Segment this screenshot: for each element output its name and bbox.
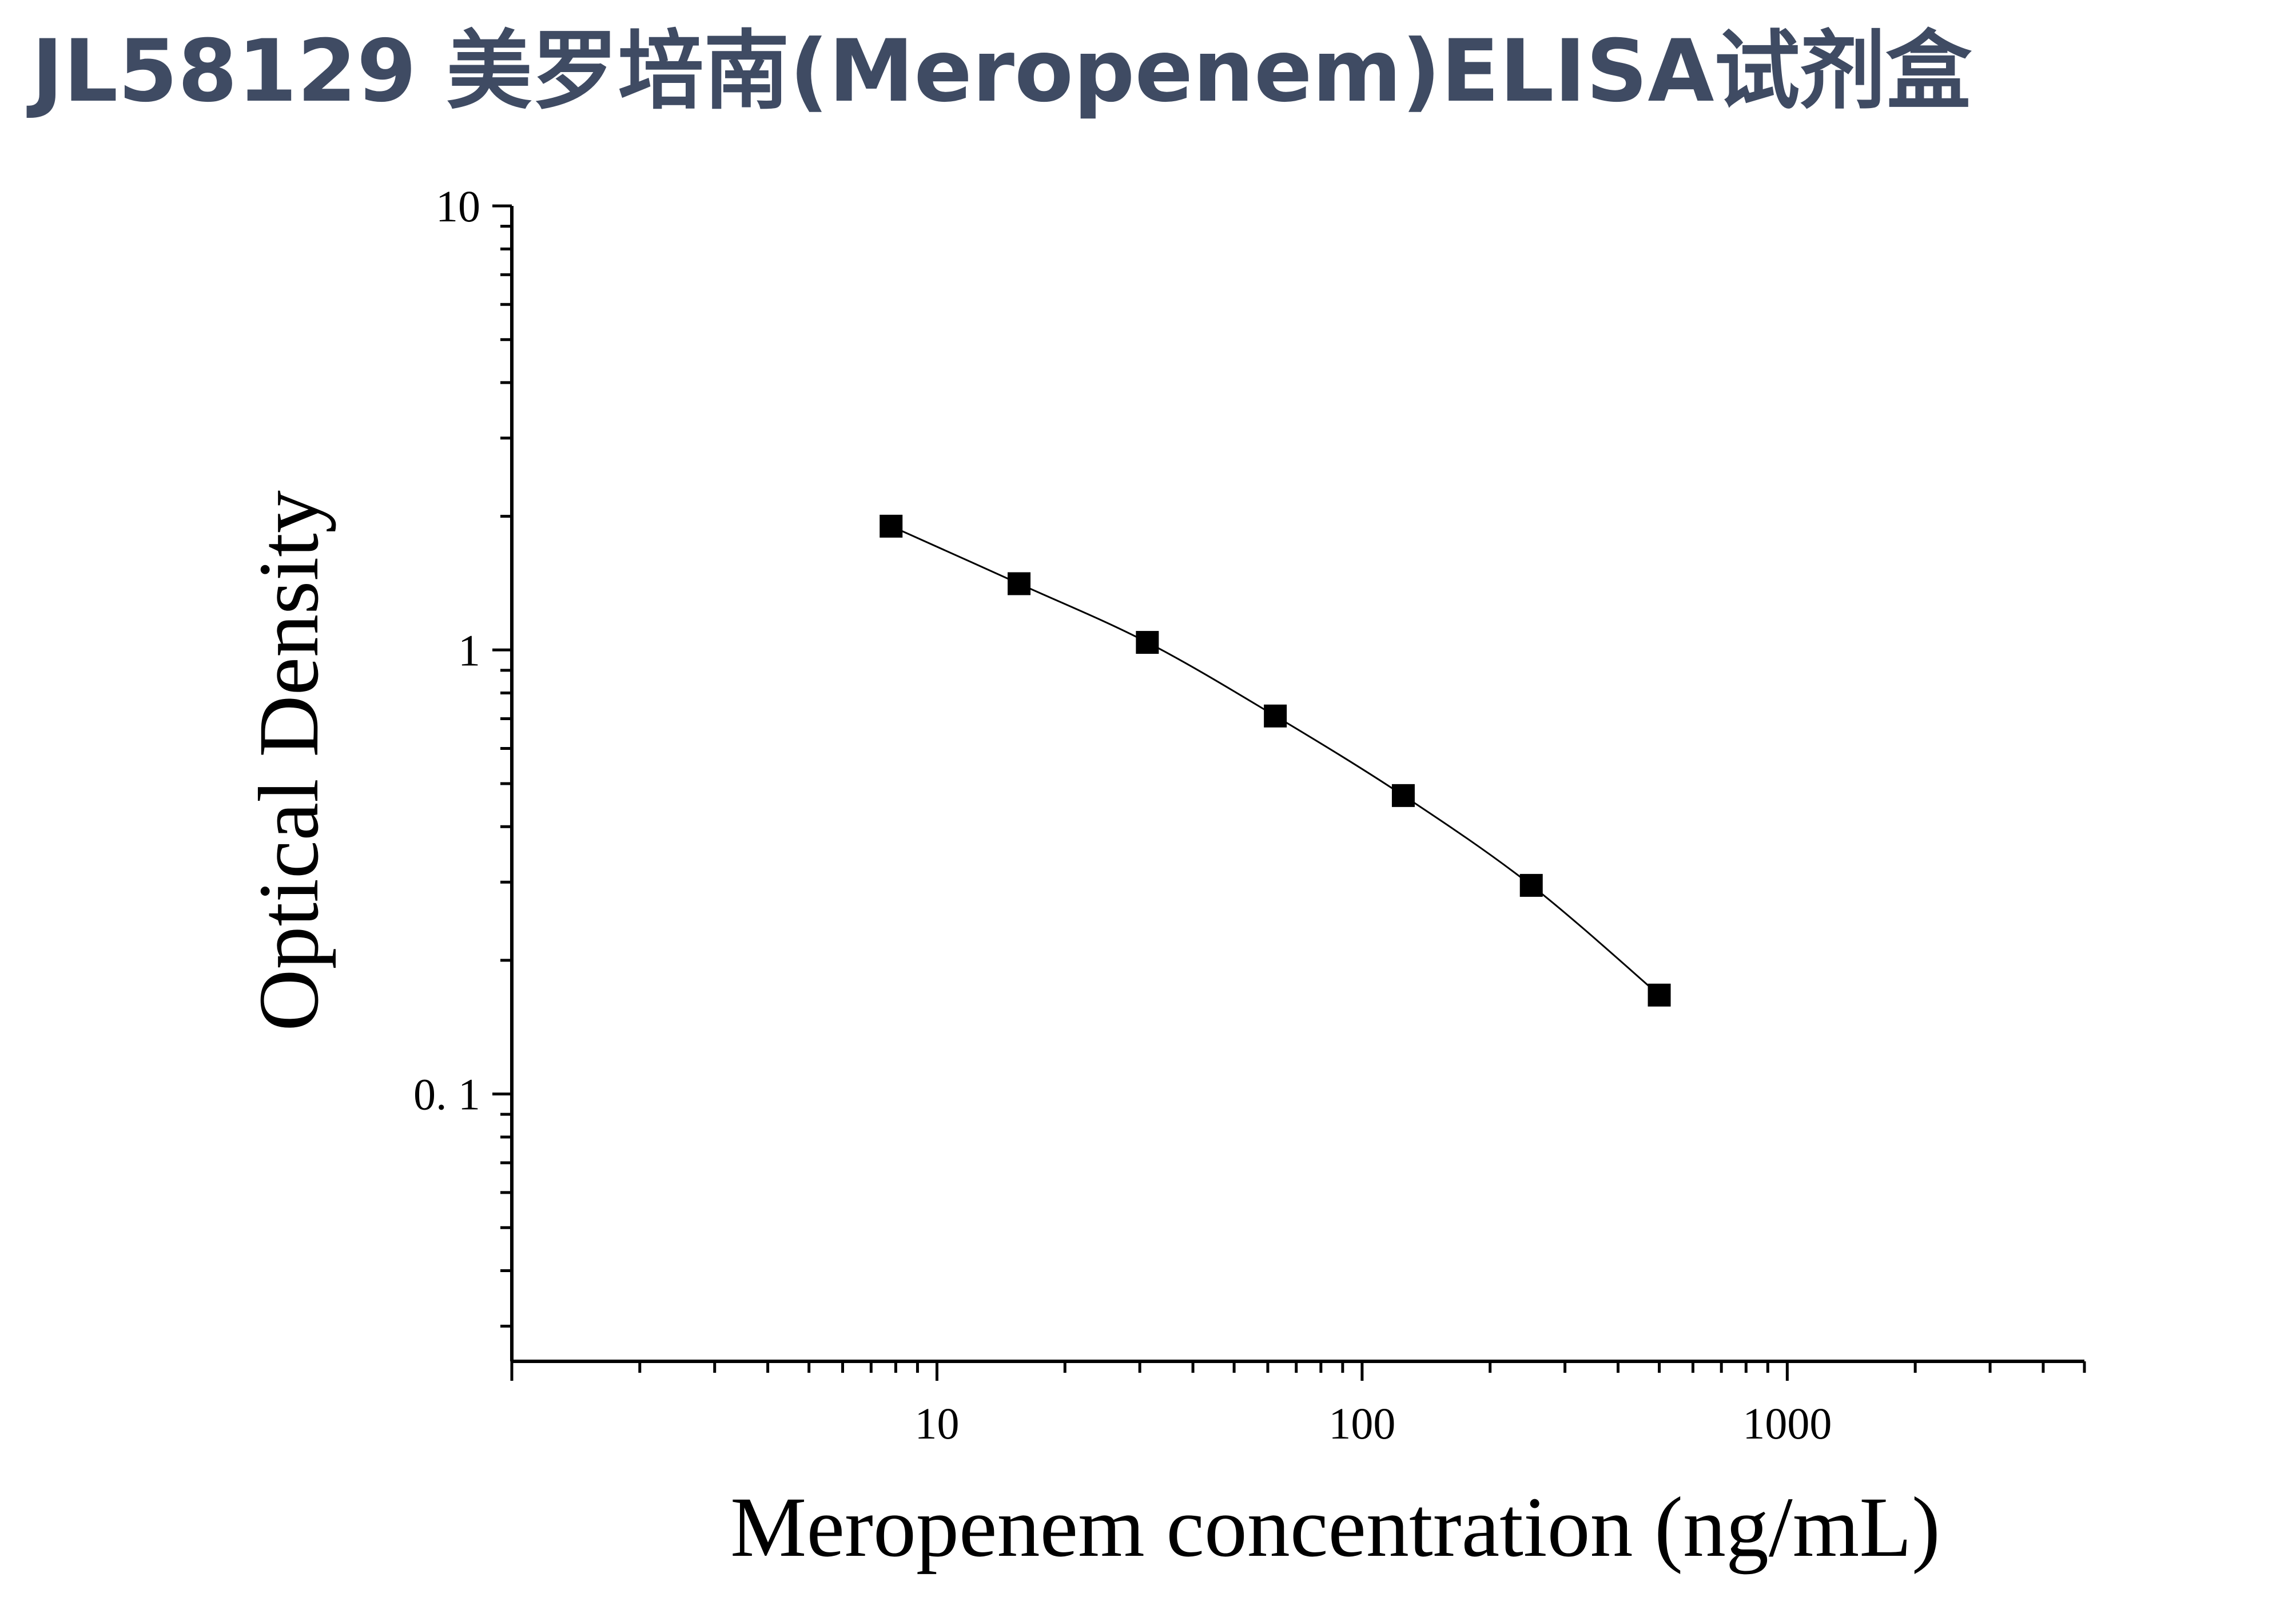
y-axis-label: Optical Density bbox=[241, 490, 336, 1031]
data-point-marker bbox=[1391, 784, 1415, 807]
ticks: 10 100 1000 0. 1 1 10 bbox=[413, 181, 2086, 1448]
fit-curve-line bbox=[890, 525, 1660, 996]
data-point-marker bbox=[1648, 983, 1671, 1007]
data-point-marker bbox=[1264, 704, 1287, 728]
data-point-marker bbox=[1136, 631, 1159, 654]
axes bbox=[510, 206, 2084, 1363]
data-points bbox=[880, 514, 1671, 1007]
y-tick-label: 0. 1 bbox=[413, 1070, 480, 1119]
data-point-marker bbox=[1008, 572, 1031, 595]
x-tick-label: 100 bbox=[1328, 1399, 1395, 1448]
x-tick-label: 1000 bbox=[1742, 1399, 1832, 1448]
y-tick-label: 10 bbox=[436, 181, 480, 231]
data-point-marker bbox=[1519, 873, 1543, 897]
x-axis-label: Meropenem concentration (ng/mL) bbox=[730, 1480, 1940, 1575]
y-tick-label: 1 bbox=[458, 625, 480, 675]
x-tick-label: 10 bbox=[914, 1399, 959, 1448]
fit-curve-layer bbox=[890, 525, 1660, 996]
data-point-marker bbox=[880, 514, 903, 538]
chart-title: JL58129 美罗培南(Meropenem)ELISA试剂盒 bbox=[31, 22, 1972, 121]
